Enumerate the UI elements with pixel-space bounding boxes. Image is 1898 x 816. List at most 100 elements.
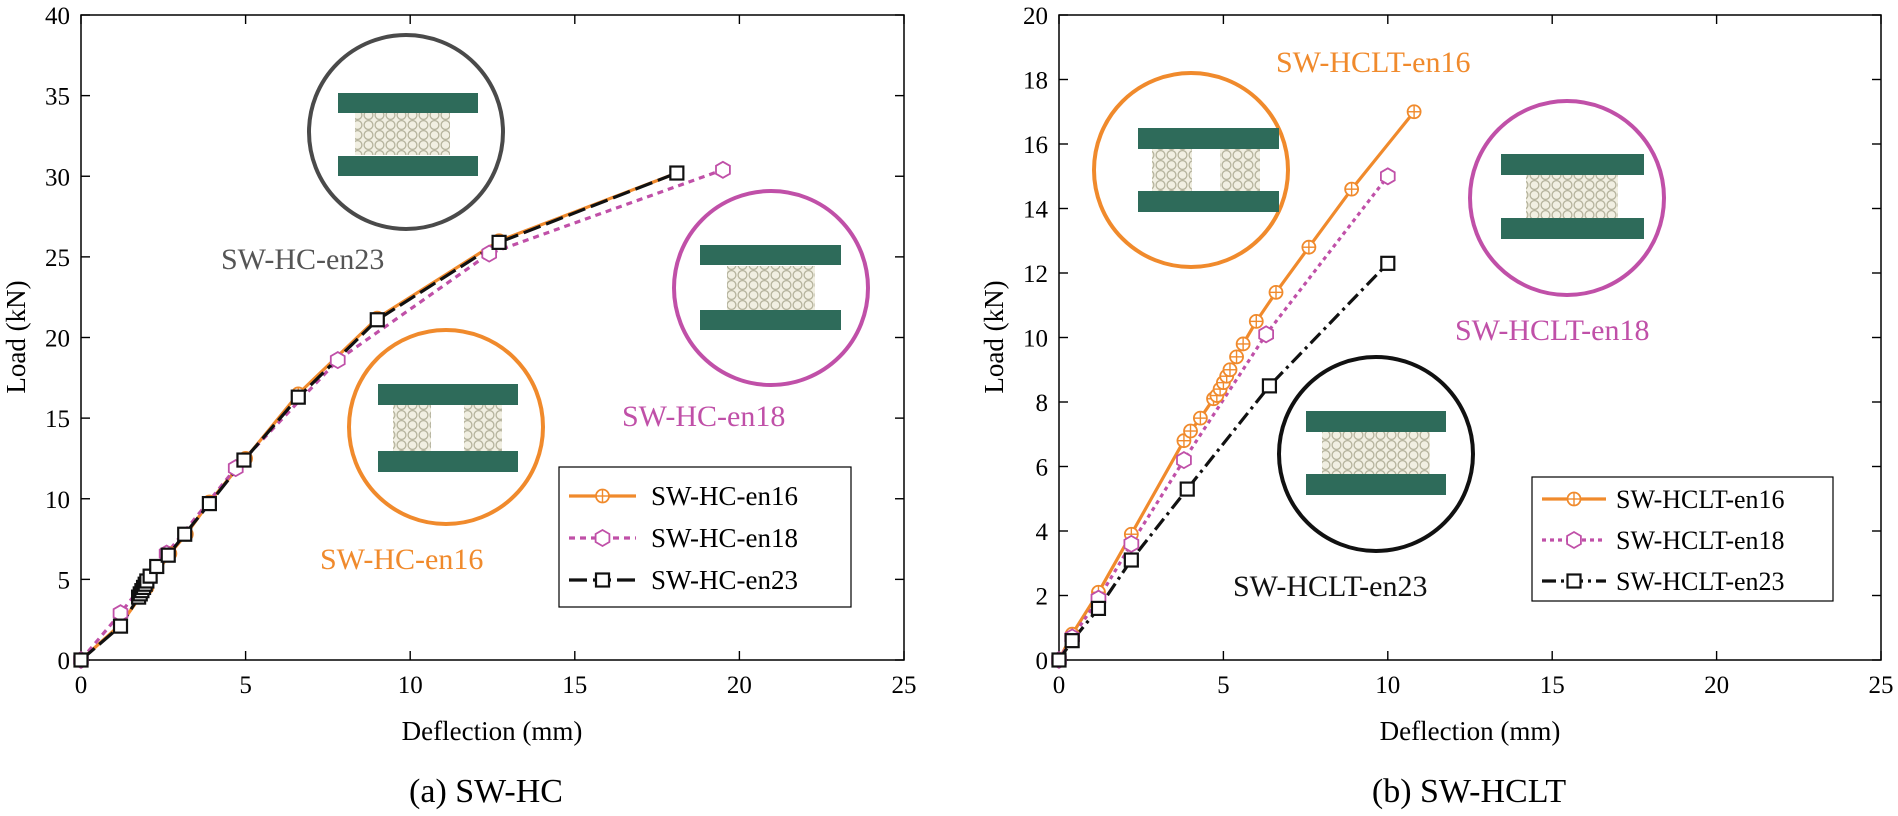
inset-circle-en16: [347, 328, 545, 526]
face-sheet-bottom: [1306, 474, 1446, 495]
inset-en18-b: [1468, 99, 1666, 297]
core-honeycomb: [1322, 432, 1430, 475]
inset-en23-a: [307, 33, 505, 231]
data-point: [201, 495, 217, 512]
face-sheet-top: [1501, 154, 1644, 175]
x-tick-label: 0: [75, 672, 88, 699]
annotation-label: SW-HC-en18: [622, 400, 785, 433]
y-tick-label: 16: [1023, 132, 1048, 159]
y-tick-label: 2: [1036, 584, 1049, 611]
data-point: [1268, 284, 1284, 300]
legend-swatch-marker: [1566, 491, 1582, 507]
face-sheet-top: [338, 93, 478, 113]
annotation-label: SW-HC-en23: [221, 243, 384, 276]
x-tick-label: 10: [398, 672, 423, 699]
data-point: [112, 618, 129, 634]
legend-swatch-marker: [594, 528, 611, 548]
x-axis-a: 0 5 10 15 20 25: [75, 15, 917, 699]
legend-swatch-marker: [1566, 530, 1582, 550]
annotation-label: SW-HCLT-en16: [1276, 46, 1470, 79]
face-sheet-top: [1306, 411, 1446, 432]
annotation-label: SW-HC-en16: [320, 543, 483, 576]
y-tick-label: 4: [1036, 519, 1049, 546]
legend-label: SW-HCLT-en23: [1616, 567, 1785, 596]
y-tick-label: 40: [45, 3, 70, 30]
data-point: [1229, 349, 1244, 365]
data-point: [1123, 552, 1139, 568]
x-tick-label: 0: [1053, 672, 1066, 699]
legend-swatch-marker: [594, 572, 611, 588]
x-tick-label: 5: [1217, 672, 1230, 699]
data-point: [1183, 423, 1198, 439]
data-point: [1248, 313, 1264, 329]
data-point: [1380, 167, 1396, 186]
series-layer-a: [73, 160, 731, 670]
x-tick-label: 15: [1540, 672, 1565, 699]
legend-swatch-marker: [595, 488, 610, 504]
y-tick-label: 10: [45, 487, 70, 514]
x-axis-title: Deflection (mm): [1380, 716, 1561, 746]
face-sheet-top: [700, 245, 841, 265]
data-point: [715, 160, 731, 179]
face-sheet-bottom: [1501, 218, 1644, 239]
data-point: [1344, 181, 1360, 197]
data-point: [1064, 633, 1080, 649]
legend-a: SW-HC-en16 SW-HC-en18 SW-HC-en23: [558, 466, 852, 608]
legend-label: SW-HC-en23: [651, 565, 798, 595]
face-sheet-bottom: [378, 451, 518, 472]
data-point: [1235, 336, 1251, 352]
y-tick-label: 35: [45, 84, 70, 111]
x-tick-label: 25: [1869, 672, 1894, 699]
data-point: [1179, 481, 1195, 497]
data-point: [1222, 362, 1238, 378]
y-tick-label: 8: [1036, 390, 1049, 417]
data-point: [236, 452, 252, 468]
y-tick-label: 30: [45, 164, 70, 191]
data-point: [1261, 378, 1278, 394]
x-axis-b: 0 5 10 15 20 25: [1053, 15, 1894, 699]
face-sheet-bottom: [1138, 191, 1279, 212]
annotation-label: SW-HCLT-en23: [1233, 570, 1427, 603]
legend-label: SW-HCLT-en18: [1616, 526, 1785, 555]
data-point: [177, 526, 193, 542]
inset-en16-b: [1092, 71, 1290, 269]
data-point: [1406, 104, 1422, 120]
y-tick-label: 10: [1023, 326, 1048, 353]
y-tick-label: 0: [1036, 648, 1049, 675]
data-point: [491, 234, 507, 250]
data-point: [1176, 451, 1192, 470]
y-tick-label: 20: [1023, 3, 1048, 30]
y-tick-label: 0: [58, 648, 71, 675]
y-axis-title: Load (kN): [979, 280, 1009, 393]
inset-en18-a: [672, 189, 870, 387]
legend-swatches-a: [569, 488, 636, 588]
x-tick-label: 15: [562, 672, 587, 699]
y-tick-label: 6: [1036, 455, 1049, 482]
y-tick-label: 5: [58, 567, 71, 594]
core-honeycomb-right: [464, 405, 502, 451]
data-point: [1301, 239, 1317, 255]
x-tick-label: 10: [1375, 672, 1400, 699]
panel-caption: (a) SW-HC: [409, 773, 563, 810]
panel-caption: (b) SW-HCLT: [1372, 773, 1566, 810]
y-tick-label: 18: [1023, 68, 1048, 95]
core-honeycomb: [355, 113, 450, 155]
y-axis-a: 0 5 10 15 20 25 30 35 40: [45, 3, 904, 675]
y-axis-b: 0 2 4 6 8 10 12 14 16 18 20: [1023, 3, 1881, 675]
inset-en16-a: [347, 328, 545, 526]
data-point: [73, 652, 89, 668]
face-sheet-top: [1138, 128, 1279, 149]
data-point: [290, 389, 306, 405]
x-tick-label: 20: [1704, 672, 1729, 699]
y-tick-label: 20: [45, 326, 70, 353]
data-point: [1123, 534, 1140, 553]
x-axis-title: Deflection (mm): [402, 716, 583, 746]
data-point: [149, 558, 165, 575]
data-point: [369, 312, 385, 328]
data-point: [1051, 652, 1067, 668]
core-honeycomb: [1526, 175, 1618, 218]
y-tick-label: 12: [1023, 261, 1048, 288]
face-sheet-bottom: [700, 310, 841, 330]
legend-label: SW-HC-en18: [651, 523, 798, 553]
